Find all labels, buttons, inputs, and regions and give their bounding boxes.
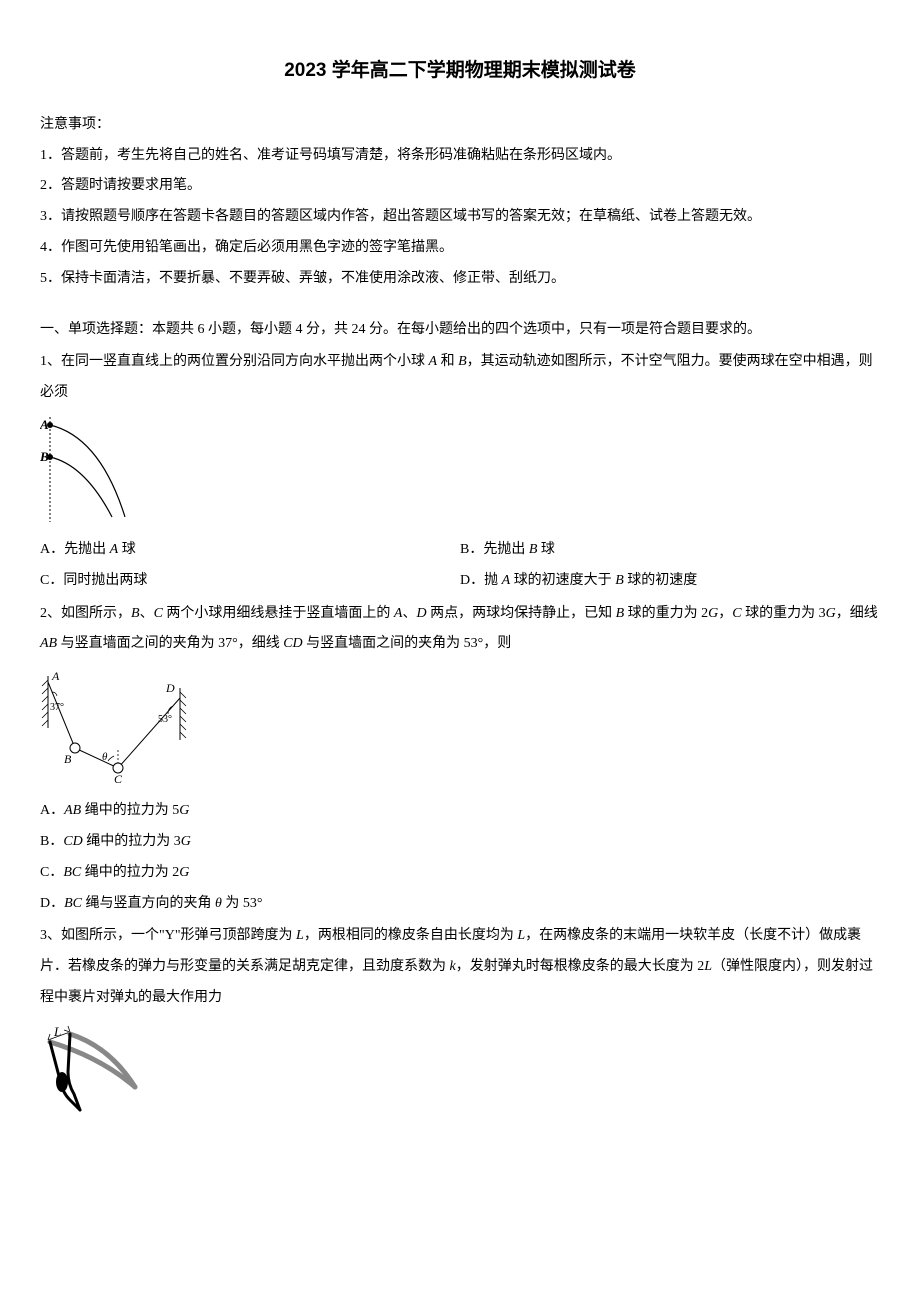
text: 绳中的拉力为 2 xyxy=(81,865,179,880)
notice-item: 2．答题时请按要求用笔。 xyxy=(40,171,880,202)
option-D: D．抛 A 球的初速度大于 B 球的初速度 xyxy=(460,566,880,597)
text: 两个小球用细线悬挂于竖直墙面上的 xyxy=(163,606,394,621)
text: 、 xyxy=(402,606,416,621)
section-header: 一、单项选择题：本题共 6 小题，每小题 4 分，共 24 分。在每小题给出的四… xyxy=(40,315,880,346)
text: D．抛 xyxy=(460,573,502,588)
var-A: A xyxy=(429,354,438,369)
text: 球的初速度 xyxy=(624,573,698,588)
text: 和 xyxy=(437,354,458,369)
text: 两点，两球均保持静止，已知 xyxy=(427,606,616,621)
var: L xyxy=(704,959,712,974)
text: ，细线 xyxy=(836,606,878,621)
notice-item: 1．答题前，考生先将自己的姓名、准考证号码填写清楚，将条形码准确粘贴在条形码区域… xyxy=(40,141,880,172)
label-A: A xyxy=(51,669,60,683)
var: CD xyxy=(283,636,302,651)
notice-header: 注意事项： xyxy=(40,110,880,141)
text: 球的重力为 3 xyxy=(742,606,826,621)
option-B: B．CD 绳中的拉力为 3G xyxy=(40,827,880,858)
var: BC xyxy=(64,896,82,911)
var: C xyxy=(154,606,163,621)
text: C． xyxy=(40,865,63,880)
text: 如图所示，一个"Y"形弹弓顶部跨度为 xyxy=(61,928,296,943)
text: 球 xyxy=(118,542,136,557)
text: 在同一竖直直线上的两位置分别沿同方向水平抛出两个小球 xyxy=(61,354,429,369)
option-D: D．BC 绳与竖直方向的夹角 θ 为 53° xyxy=(40,889,880,920)
question-3: 3、如图所示，一个"Y"形弹弓顶部跨度为 L，两根相同的橡皮条自由长度均为 L，… xyxy=(40,921,880,1121)
var-B: B xyxy=(458,354,467,369)
var: G xyxy=(826,606,836,621)
question-2: 2、如图所示，B、C 两个小球用细线悬挂于竖直墙面上的 A、D 两点，两球均保持… xyxy=(40,599,880,920)
notice-item: 5．保持卡面清洁，不要折暴、不要弄破、弄皱，不准使用涂改液、修正带、刮纸刀。 xyxy=(40,264,880,295)
question-text: 1、在同一竖直直线上的两位置分别沿同方向水平抛出两个小球 A 和 B，其运动轨迹… xyxy=(40,347,880,409)
var: G xyxy=(708,606,718,621)
text: ， xyxy=(718,606,732,621)
label-A: A xyxy=(40,417,49,432)
q1-figure: A B xyxy=(40,417,880,527)
question-text: 3、如图所示，一个"Y"形弹弓顶部跨度为 L，两根相同的橡皮条自由长度均为 L，… xyxy=(40,921,880,1013)
text: 球的重力为 2 xyxy=(624,606,708,621)
var: G xyxy=(181,834,191,849)
angle-37: 37° xyxy=(50,702,64,713)
var: B xyxy=(616,606,625,621)
text: ，两根相同的橡皮条自由长度均为 xyxy=(304,928,518,943)
label-D: D xyxy=(165,681,175,695)
label-B: B xyxy=(40,449,49,464)
var: AB xyxy=(40,636,57,651)
var: AB xyxy=(64,803,81,818)
text: 绳中的拉力为 3 xyxy=(83,834,181,849)
var: G xyxy=(179,865,189,880)
q2-figure: A B C D 37° 53° θ xyxy=(40,668,880,788)
var: G xyxy=(179,803,189,818)
text: 与竖直墙面之间的夹角为 53°，则 xyxy=(303,636,512,651)
var: BC xyxy=(63,865,81,880)
option-A: A．先抛出 A 球 xyxy=(40,535,460,566)
var: A xyxy=(502,573,511,588)
question-num: 1、 xyxy=(40,354,61,369)
var: CD xyxy=(63,834,82,849)
var: L xyxy=(296,928,304,943)
text: 如图所示， xyxy=(61,606,131,621)
text: A． xyxy=(40,803,64,818)
text: 绳与竖直方向的夹角 xyxy=(82,896,215,911)
text: D． xyxy=(40,896,64,911)
text: 球的初速度大于 xyxy=(510,573,615,588)
options: A．先抛出 A 球 B．先抛出 B 球 xyxy=(40,535,880,566)
q3-figure: L xyxy=(40,1022,880,1122)
var: θ xyxy=(215,896,222,911)
notice-item: 3．请按照题号顺序在答题卡各题目的答题区域内作答，超出答题区域书写的答案无效；在… xyxy=(40,202,880,233)
question-text: 2、如图所示，B、C 两个小球用细线悬挂于竖直墙面上的 A、D 两点，两球均保持… xyxy=(40,599,880,661)
text: B．先抛出 xyxy=(460,542,529,557)
text: 绳中的拉力为 5 xyxy=(81,803,179,818)
var: A xyxy=(110,542,119,557)
options: C．同时抛出两球 D．抛 A 球的初速度大于 B 球的初速度 xyxy=(40,566,880,597)
page-title: 2023 学年高二下学期物理期末模拟测试卷 xyxy=(40,50,880,92)
question-1: 1、在同一竖直直线上的两位置分别沿同方向水平抛出两个小球 A 和 B，其运动轨迹… xyxy=(40,347,880,596)
label-C: C xyxy=(114,772,123,786)
var: B xyxy=(131,606,140,621)
var: C xyxy=(732,606,741,621)
text: 、 xyxy=(140,606,154,621)
option-C: C．BC 绳中的拉力为 2G xyxy=(40,858,880,889)
text: 为 53° xyxy=(222,896,263,911)
var: L xyxy=(517,928,525,943)
text: B． xyxy=(40,834,63,849)
label-B: B xyxy=(64,752,72,766)
var: B xyxy=(615,573,624,588)
notice-item: 4．作图可先使用铅笔画出，确定后必须用黑色字迹的签字笔描黑。 xyxy=(40,233,880,264)
text: A．先抛出 xyxy=(40,542,110,557)
angle-53: 53° xyxy=(158,714,172,725)
option-B: B．先抛出 B 球 xyxy=(460,535,880,566)
text: ，发射弹丸时每根橡皮条的最大长度为 2 xyxy=(456,959,705,974)
var: D xyxy=(416,606,426,621)
question-num: 2、 xyxy=(40,606,61,621)
angle-theta: θ xyxy=(102,751,108,763)
text: 球 xyxy=(537,542,555,557)
question-num: 3、 xyxy=(40,928,61,943)
option-C: C．同时抛出两球 xyxy=(40,566,460,597)
option-A: A．AB 绳中的拉力为 5G xyxy=(40,796,880,827)
text: 与竖直墙面之间的夹角为 37°，细线 xyxy=(57,636,283,651)
